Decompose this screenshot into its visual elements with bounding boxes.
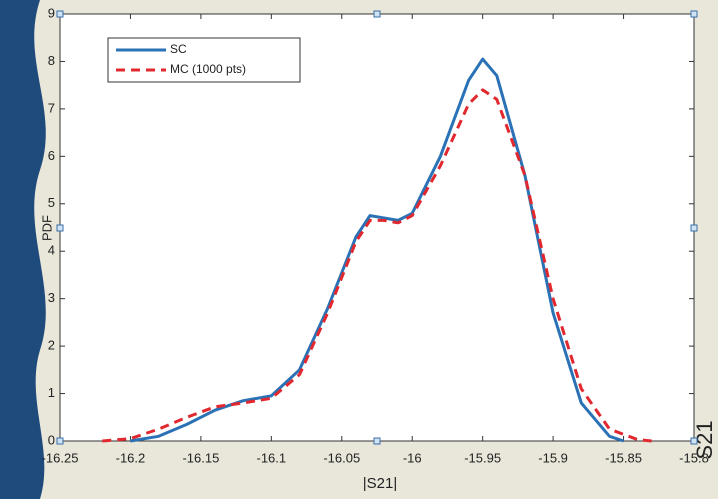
x-tick-label: -15.95 (464, 450, 501, 465)
x-tick-label: -16.2 (116, 450, 146, 465)
x-tick-label: -16.05 (323, 450, 360, 465)
legend-box (107, 37, 301, 83)
x-tick-label: -15.8 (679, 450, 709, 465)
y-tick-label: 6 (48, 148, 55, 163)
y-tick-label: 1 (48, 385, 55, 400)
handle (56, 437, 64, 445)
y-axis-label: PDF (39, 215, 54, 241)
handle (56, 224, 64, 232)
y-tick-label: 7 (48, 100, 55, 115)
y-tick-label: 8 (48, 53, 55, 68)
x-tick-label: -16.25 (42, 450, 79, 465)
y-tick-label: 2 (48, 338, 55, 353)
x-axis-label: |S21| (363, 475, 397, 492)
series-line (130, 57, 625, 443)
x-tick-label: -16.15 (182, 450, 219, 465)
y-tick-label: 3 (48, 290, 55, 305)
y-tick-label: 9 (48, 5, 55, 20)
plot: -16.25 -16.2 -16.15 -16.1 -16.05 -16 -15.95 -15… (42, 5, 709, 465)
handle (373, 437, 381, 445)
y-tick-label: 4 (48, 243, 55, 258)
handle (690, 224, 698, 232)
background-band (0, 0, 46, 499)
handle (690, 437, 698, 445)
series-line (102, 88, 652, 443)
handle (373, 10, 381, 18)
y-tick-label: 5 (48, 195, 55, 210)
x-tick-label: -15.9 (538, 450, 568, 465)
x-tick-label: -15.85 (605, 450, 642, 465)
edit-handles (56, 10, 698, 445)
legend-label: SC (170, 42, 187, 56)
handle (56, 10, 64, 18)
x-tick-label: -16.1 (257, 450, 287, 465)
legend-label: MC (1000 pts) (170, 62, 246, 76)
y-tick-label: 0 (48, 432, 55, 447)
x-tick-label: -16 (403, 450, 422, 465)
handle (690, 10, 698, 18)
plot-area (59, 13, 695, 442)
